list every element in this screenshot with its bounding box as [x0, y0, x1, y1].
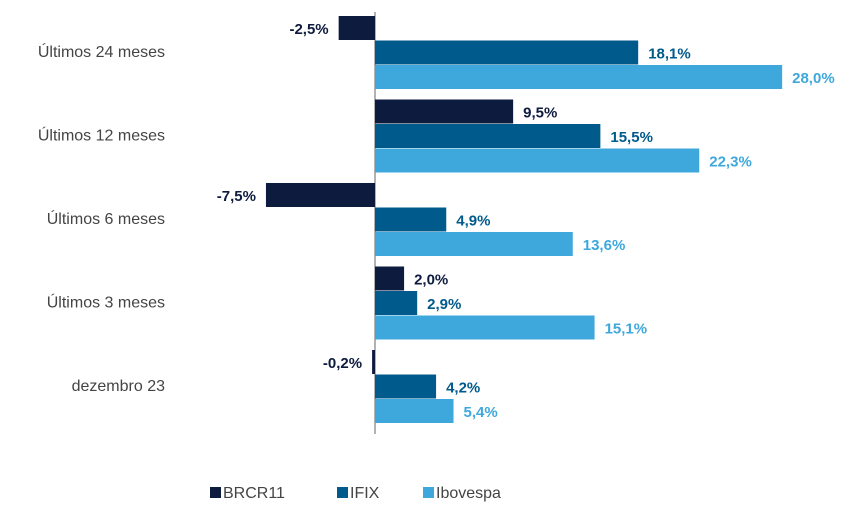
bar	[375, 148, 700, 173]
value-label: 13,6%	[583, 237, 626, 254]
category-label: Últimos 24 meses	[38, 42, 165, 61]
legend-swatch	[423, 487, 434, 498]
bar	[265, 183, 376, 207]
value-label: -0,2%	[323, 355, 362, 372]
value-label: 2,0%	[414, 272, 448, 289]
value-label: 4,9%	[456, 213, 490, 230]
legend-swatch	[337, 487, 348, 498]
legend-swatch	[210, 487, 221, 498]
category-label: Últimos 6 meses	[47, 209, 165, 228]
bar	[375, 291, 418, 315]
bar	[375, 65, 783, 89]
category-label: dezembro 23	[72, 378, 165, 395]
bar	[375, 374, 437, 399]
legend-label: Ibovespa	[436, 485, 501, 502]
bar	[375, 207, 447, 232]
value-label: -7,5%	[217, 188, 256, 205]
bar	[375, 399, 454, 423]
category-label: Últimos 12 meses	[38, 125, 165, 144]
value-label: 2,9%	[427, 296, 461, 313]
value-label: 22,3%	[709, 154, 752, 171]
category-label: Últimos 3 meses	[47, 292, 165, 311]
value-label: 18,1%	[648, 46, 691, 63]
bar	[375, 99, 514, 124]
value-label: 15,1%	[605, 321, 648, 338]
bar	[375, 266, 405, 291]
value-label: 5,4%	[464, 404, 498, 421]
value-label: -2,5%	[289, 21, 328, 38]
value-label: 15,5%	[610, 129, 653, 146]
bar	[338, 16, 376, 40]
legend-label: IFIX	[350, 485, 380, 502]
bar	[372, 350, 376, 374]
value-label: 4,2%	[446, 380, 480, 397]
bar	[375, 232, 573, 256]
bar	[375, 40, 639, 65]
bar	[375, 124, 601, 148]
bar	[375, 315, 595, 340]
value-label: 28,0%	[792, 70, 835, 87]
value-label: 9,5%	[523, 105, 557, 122]
legend-label: BRCR11	[223, 485, 285, 502]
